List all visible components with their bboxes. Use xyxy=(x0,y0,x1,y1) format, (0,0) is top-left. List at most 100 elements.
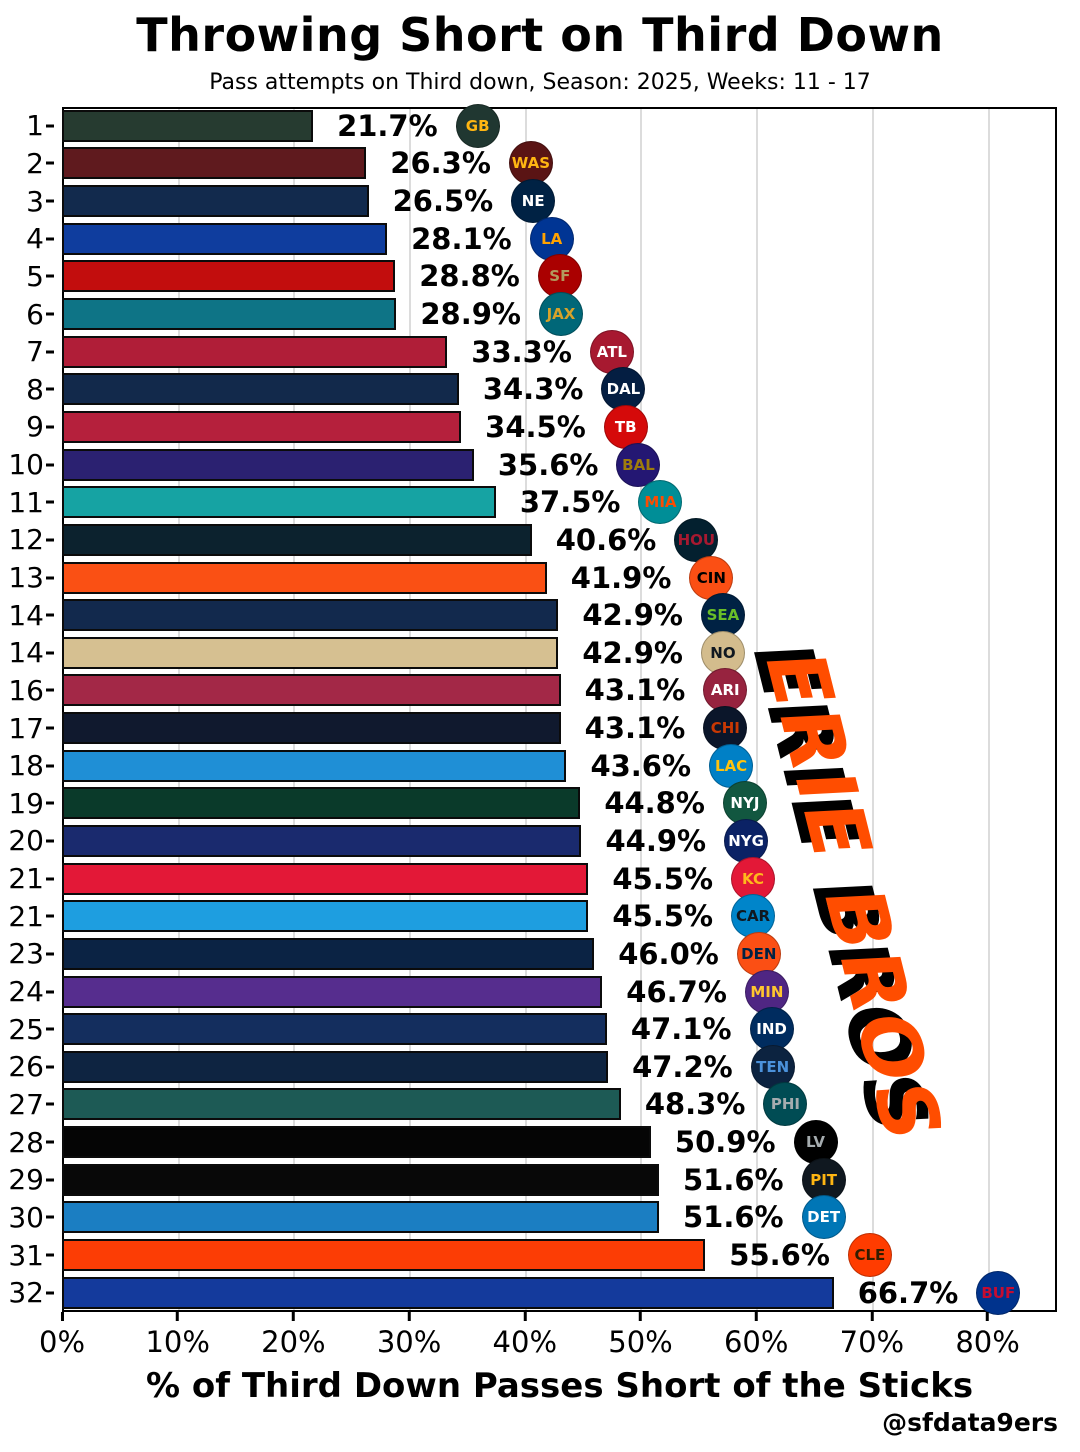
rank-label: 31 xyxy=(8,1238,44,1272)
rank-label: 27 xyxy=(8,1087,44,1121)
value-label: 44.9% xyxy=(605,823,707,858)
team-logo-hou-icon: HOU xyxy=(674,517,719,562)
rank-label: 21 xyxy=(8,862,44,896)
value-label: 21.7% xyxy=(337,108,438,143)
bar-nyg xyxy=(62,824,582,857)
y-tick-mark xyxy=(44,747,62,785)
y-tick-mark xyxy=(44,860,62,898)
rank-label: 26 xyxy=(8,1050,44,1084)
bar-row-phi: 27 48.3% PHI xyxy=(0,1082,1057,1127)
bar-gb xyxy=(62,109,314,142)
chart-subtitle: Pass attempts on Third down, Season: 202… xyxy=(209,70,871,95)
y-tick-mark xyxy=(44,634,62,672)
rank-label: 3 xyxy=(26,184,44,218)
rank-label: 16 xyxy=(8,673,44,707)
gridline xyxy=(756,109,759,1310)
value-label: 28.8% xyxy=(419,259,520,294)
team-logo-dal-icon: DAL xyxy=(601,367,646,412)
x-tick-mark xyxy=(638,1312,642,1321)
y-tick-mark xyxy=(44,408,62,446)
bar-row-sea: 14 42.9% SEA xyxy=(0,593,1057,638)
team-logo-sea-icon: SEA xyxy=(700,593,745,638)
value-label: 28.9% xyxy=(420,297,521,332)
rank-label: 14 xyxy=(8,598,44,632)
bar-buf xyxy=(62,1276,834,1309)
bar-ind xyxy=(62,1013,607,1046)
rank-label: 30 xyxy=(8,1200,44,1234)
value-label: 44.8% xyxy=(604,786,705,821)
rank-label: 9 xyxy=(26,410,44,444)
rank-label: 12 xyxy=(8,523,44,557)
value-label: 26.5% xyxy=(392,184,494,219)
team-logo-lv-icon: LV xyxy=(793,1120,838,1165)
bar-car xyxy=(62,900,589,933)
y-tick-mark xyxy=(44,935,62,973)
y-tick-mark xyxy=(44,1123,62,1161)
y-tick-mark xyxy=(44,1086,62,1124)
value-label: 51.6% xyxy=(683,1200,784,1235)
gridline xyxy=(987,109,990,1310)
bar-row-nyj: 19 44.8% NYJ xyxy=(0,781,1057,826)
bar-row-min: 24 46.7% MIN xyxy=(0,969,1057,1014)
rank-label: 14 xyxy=(8,636,44,670)
bar-jax xyxy=(62,298,397,331)
y-tick-mark xyxy=(44,521,62,559)
x-tick-mark xyxy=(870,1312,874,1321)
bar-sea xyxy=(62,599,559,632)
y-tick-mark xyxy=(44,1236,62,1274)
bar-phi xyxy=(62,1088,621,1121)
y-tick-mark xyxy=(44,1048,62,1086)
rank-label: 10 xyxy=(8,448,44,482)
team-logo-no-icon: NO xyxy=(700,630,745,675)
bar-ten xyxy=(62,1050,609,1083)
gridline xyxy=(177,109,180,1310)
bar-nyj xyxy=(62,787,581,820)
bar-row-mia: 11 37.5% MIA xyxy=(0,480,1057,525)
rank-label: 17 xyxy=(8,711,44,745)
bar-row-hou: 12 40.6% HOU xyxy=(0,517,1057,562)
y-tick-mark xyxy=(44,596,62,634)
team-logo-ten-icon: TEN xyxy=(750,1044,795,1089)
rank-label: 4 xyxy=(26,222,44,256)
y-tick-mark xyxy=(44,107,62,145)
value-label: 33.3% xyxy=(471,334,572,369)
team-logo-atl-icon: ATL xyxy=(589,329,634,374)
bar-row-den: 23 46.0% DEN xyxy=(0,931,1057,976)
x-tick-mark xyxy=(291,1312,295,1321)
rank-label: 20 xyxy=(8,824,44,858)
team-logo-sf-icon: SF xyxy=(537,254,582,299)
bar-lac xyxy=(62,749,567,782)
y-tick-mark xyxy=(44,446,62,484)
y-tick-mark xyxy=(44,897,62,935)
bar-was xyxy=(62,147,367,180)
bar-ari xyxy=(62,674,561,707)
x-tick: 30% xyxy=(377,1312,441,1359)
value-label: 66.7% xyxy=(857,1275,959,1310)
value-label: 45.5% xyxy=(612,899,714,934)
bar-row-lac: 18 43.6% LAC xyxy=(0,743,1057,788)
rank-label: 13 xyxy=(8,561,44,594)
rank-label: 8 xyxy=(26,372,44,406)
bar-row-atl: 7 33.3% ATL xyxy=(0,329,1057,374)
bar-bal xyxy=(62,448,474,481)
y-tick-mark xyxy=(44,1010,62,1048)
value-label: 51.6% xyxy=(683,1162,784,1197)
value-label: 41.9% xyxy=(570,560,672,595)
bar-row-bal: 10 35.6% BAL xyxy=(0,442,1057,487)
y-tick-mark xyxy=(44,295,62,333)
value-label: 42.9% xyxy=(582,598,683,633)
y-tick-mark xyxy=(44,822,62,860)
x-tick-label: 30% xyxy=(376,1325,442,1359)
rank-label: 25 xyxy=(8,1012,44,1046)
gridline xyxy=(409,109,412,1310)
bar-min xyxy=(62,975,603,1008)
value-label: 40.6% xyxy=(555,522,657,557)
x-tick: 70% xyxy=(840,1312,904,1359)
bar-row-chi: 17 43.1% CHI xyxy=(0,706,1057,751)
x-axis-label: % of Third Down Passes Short of the Stic… xyxy=(145,1366,974,1406)
y-tick-mark xyxy=(44,973,62,1011)
team-logo-nyg-icon: NYG xyxy=(724,819,769,863)
bar-row-la: 4 28.1% LA xyxy=(0,216,1057,261)
value-label: 43.1% xyxy=(584,711,686,746)
